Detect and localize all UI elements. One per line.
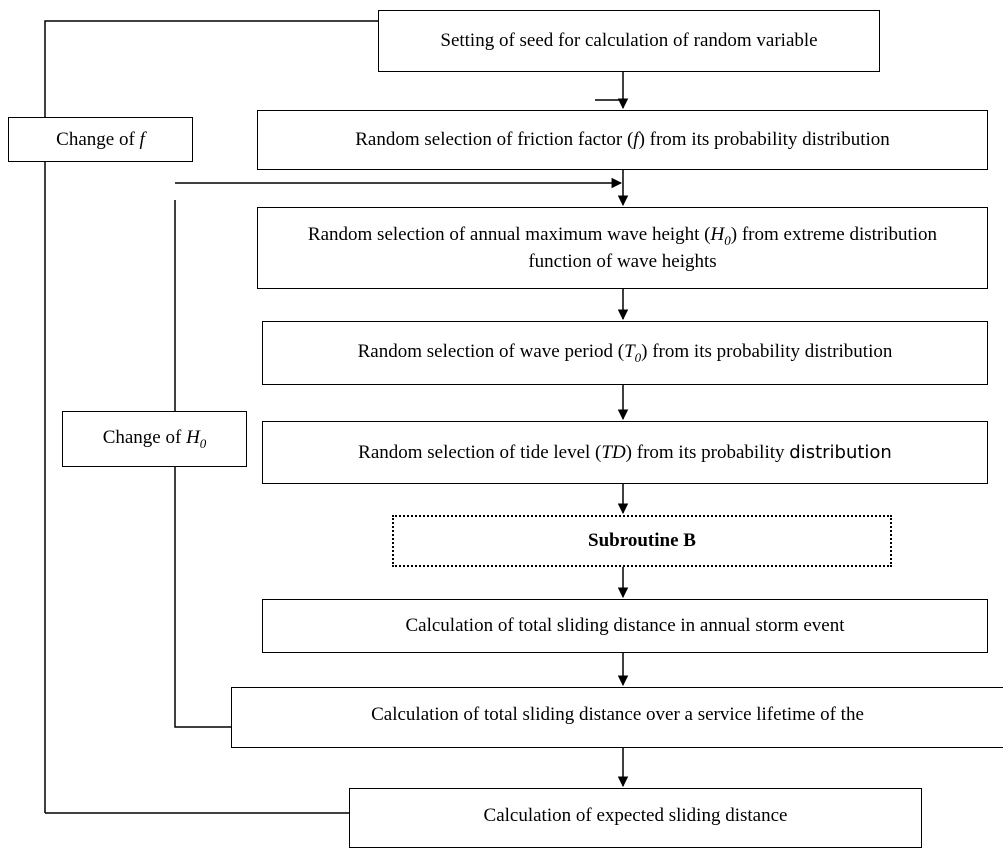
loop-box: Change of H0 bbox=[62, 411, 247, 467]
label: f bbox=[139, 128, 145, 150]
process-box: Random selection of wave period (T0) fro… bbox=[262, 321, 988, 385]
label: distribution bbox=[789, 441, 892, 463]
label: Change of bbox=[56, 128, 140, 150]
label: ) from extreme distribution function of … bbox=[528, 223, 938, 272]
label: T bbox=[624, 341, 635, 363]
label: Calculation of total sliding distance in… bbox=[405, 615, 845, 637]
process-box: Random selection of friction factor (f) … bbox=[257, 110, 988, 170]
label: Calculation of total sliding distance ov… bbox=[371, 704, 864, 725]
label: H bbox=[186, 427, 200, 449]
label: 0 bbox=[724, 232, 731, 248]
label: f bbox=[633, 129, 639, 151]
label: Random selection of friction factor ( bbox=[355, 129, 634, 151]
label: 0 bbox=[634, 350, 642, 366]
process-box: Random selection of tide level (TD) from… bbox=[262, 421, 988, 484]
label: ) from its probability distribution bbox=[638, 129, 890, 151]
label: Random selection of wave period ( bbox=[357, 341, 625, 363]
process-box: Calculation of expected sliding distance bbox=[349, 788, 922, 848]
label: TD bbox=[601, 441, 626, 463]
label: Subroutine B bbox=[588, 530, 696, 552]
label: ) from its probability distribution bbox=[641, 341, 893, 363]
label: Calculation of expected sliding distance bbox=[483, 805, 788, 826]
process-box: Calculation of total sliding distance ov… bbox=[231, 687, 1003, 748]
label: 0 bbox=[199, 436, 207, 452]
process-box: Calculation of total sliding distance in… bbox=[262, 599, 988, 653]
process-box: Random selection of annual maximum wave … bbox=[257, 207, 988, 289]
label: Setting of seed for calculation of rando… bbox=[440, 30, 818, 52]
label: Change of bbox=[102, 427, 187, 449]
subroutine-box: Subroutine B bbox=[392, 515, 892, 567]
loop-line bbox=[174, 467, 231, 728]
loop-box: Change of f bbox=[8, 117, 193, 162]
process-box: Setting of seed for calculation of rando… bbox=[378, 10, 880, 72]
label: H bbox=[710, 223, 725, 245]
label: ) from its probability bbox=[625, 441, 790, 463]
label: Random selection of tide level ( bbox=[358, 441, 602, 463]
label: Random selection of annual maximum wave … bbox=[307, 223, 711, 245]
